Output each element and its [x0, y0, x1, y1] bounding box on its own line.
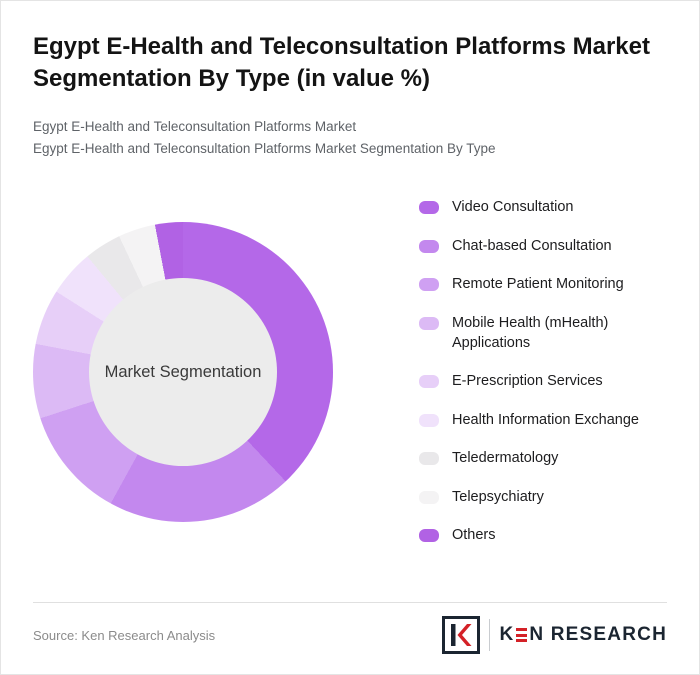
legend-item: Telepsychiatry — [419, 488, 667, 508]
chart-section: Market Segmentation Video Consultation C… — [33, 196, 667, 546]
legend-swatch — [419, 201, 439, 215]
ken-research-logo: K N RESEARCH — [442, 616, 667, 654]
legend-item: Chat-based Consultation — [419, 237, 667, 257]
legend-label: Video Consultation — [452, 199, 574, 216]
chart-legend: Video Consultation Chat-based Consultati… — [419, 198, 667, 546]
logo-k-icon — [451, 624, 472, 646]
legend-item: Health Information Exchange — [419, 411, 667, 431]
legend-item: Others — [419, 526, 667, 546]
logo-box — [442, 616, 481, 654]
legend-label: Health Information Exchange — [452, 411, 639, 428]
legend-item: Remote Patient Monitoring — [419, 275, 667, 295]
legend-item: Mobile Health (mHealth) Applications — [419, 314, 667, 353]
source-text: Source: Ken Research Analysis — [33, 627, 216, 643]
legend-label: Teledermatology — [452, 450, 559, 467]
legend-swatch — [419, 452, 439, 466]
subtitle-line-1: Egypt E-Health and Teleconsultation Plat… — [33, 118, 357, 134]
donut-chart-area: Market Segmentation — [33, 222, 333, 523]
legend-swatch — [419, 413, 439, 427]
legend-swatch — [419, 317, 439, 330]
donut-chart: Market Segmentation — [33, 222, 333, 523]
logo-divider — [489, 619, 491, 651]
legend-label: E-Prescription Services — [452, 373, 603, 390]
logo-e-bars-icon — [516, 628, 528, 642]
legend-label: Others — [452, 527, 496, 544]
legend-swatch — [419, 278, 439, 292]
logo-letter-k: K — [499, 624, 515, 645]
page-title: Egypt E-Health and Teleconsultation Plat… — [33, 33, 650, 93]
legend-item: Teledermatology — [419, 449, 667, 469]
legend-swatch — [419, 529, 439, 543]
legend-label: Telepsychiatry — [452, 488, 544, 505]
logo-wordmark: K N RESEARCH — [499, 624, 667, 646]
donut-hole: Market Segmentation — [89, 278, 277, 467]
logo-word-research: RESEARCH — [544, 624, 667, 645]
donut-center-label: Market Segmentation — [104, 362, 262, 381]
footer: Source: Ken Research Analysis K N RESEAR… — [33, 602, 667, 674]
legend-label: Chat-based Consultation — [452, 237, 612, 254]
legend-item: E-Prescription Services — [419, 372, 667, 392]
subtitle-block: Egypt E-Health and Teleconsultation Plat… — [33, 116, 667, 161]
legend-item: Video Consultation — [419, 198, 667, 218]
logo-letter-n: N — [529, 624, 545, 645]
legend-swatch — [419, 375, 439, 389]
legend-swatch — [419, 490, 439, 504]
legend-label: Remote Patient Monitoring — [452, 276, 624, 293]
legend-swatch — [419, 239, 439, 253]
legend-label: Mobile Health (mHealth) Applications — [452, 315, 609, 351]
subtitle-line-2: Egypt E-Health and Teleconsultation Plat… — [33, 141, 496, 157]
